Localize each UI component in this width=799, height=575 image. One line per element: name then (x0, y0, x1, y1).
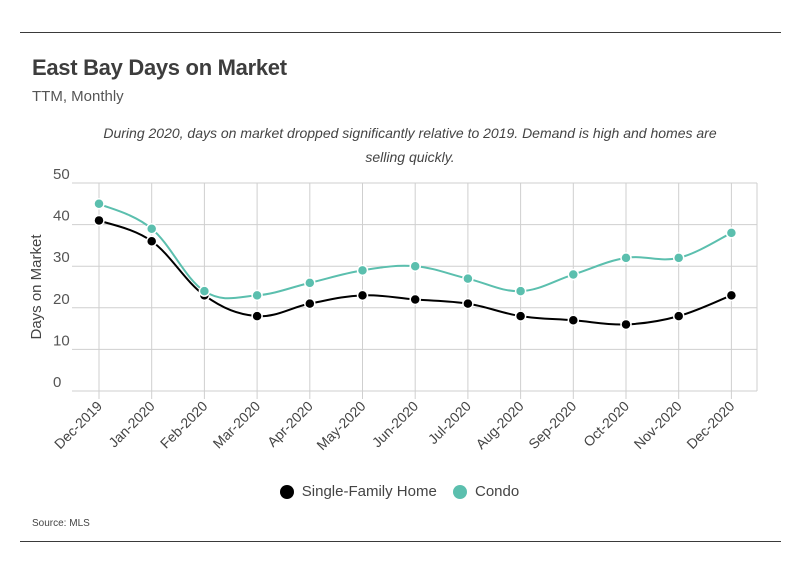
data-point (93, 214, 105, 227)
series-condo (93, 198, 738, 302)
chart-annotation: During 2020, days on market dropped sign… (103, 125, 717, 165)
data-point (672, 252, 685, 264)
data-point (620, 318, 632, 331)
data-point (251, 310, 263, 322)
data-point (251, 289, 263, 302)
x-tick-label: Sep-2020 (525, 398, 579, 452)
data-point (356, 264, 369, 277)
data-point (462, 272, 474, 285)
chart-title: East Bay Days on Market (32, 55, 287, 80)
y-tick-label: 20 (53, 291, 70, 308)
x-tick-label: Jul-2020 (425, 398, 474, 447)
legend-label: Single-Family Home (301, 483, 437, 500)
x-tick-label: Nov-2020 (631, 398, 685, 452)
y-axis-label: Days on Market (28, 234, 45, 340)
y-tick-label: 0 (53, 374, 61, 391)
legend-marker (279, 484, 294, 499)
data-point (198, 285, 211, 297)
x-tick-label: Jan-2020 (105, 398, 158, 451)
chart-subtitle: TTM, Monthly (32, 88, 124, 105)
data-point (620, 252, 632, 264)
x-tick-label: Feb-2020 (157, 398, 211, 452)
legend-label: Condo (475, 483, 520, 500)
y-tick-label: 40 (53, 208, 70, 225)
x-tick-label: Dec-2020 (683, 398, 737, 452)
x-tick-label: Jun-2020 (369, 398, 422, 451)
legend-item-single-family: Single-Family Home (279, 483, 437, 500)
legend-marker (453, 484, 467, 499)
x-tick-label: Aug-2020 (472, 398, 526, 452)
data-point (725, 289, 738, 302)
data-point (462, 297, 474, 310)
data-point (93, 198, 105, 210)
data-point (725, 227, 738, 239)
data-point (304, 297, 316, 310)
data-point (672, 310, 685, 322)
y-axis-ticks: 0 10 20 30 40 50 (53, 166, 70, 391)
data-point (145, 235, 158, 247)
legend: Single-Family Home Condo (0, 483, 799, 503)
x-tick-label: May-2020 (313, 398, 368, 453)
data-point (514, 310, 527, 322)
data-point (304, 277, 316, 289)
data-point (409, 260, 421, 272)
grid (72, 182, 758, 399)
y-tick-label: 30 (53, 249, 70, 266)
data-point (514, 285, 527, 297)
legend-item-condo: Condo (453, 483, 519, 500)
data-point (567, 268, 580, 281)
data-point (567, 314, 580, 327)
data-point (409, 293, 421, 306)
top-rule (20, 32, 781, 33)
bottom-rule (20, 541, 781, 542)
x-tick-label: Mar-2020 (210, 398, 264, 452)
series (93, 198, 738, 331)
y-tick-label: 10 (53, 332, 70, 349)
x-tick-label: Dec-2019 (51, 398, 105, 452)
source-note: Source: MLS (32, 518, 90, 529)
data-point (145, 223, 158, 235)
data-point (356, 289, 369, 302)
y-tick-label: 50 (53, 166, 70, 183)
x-tick-label: Apr-2020 (264, 398, 316, 450)
x-axis-ticks: Dec-2019 Jan-2020 Feb-2020 Mar-2020 Apr-2020… (51, 398, 738, 453)
x-tick-label: Oct-2020 (580, 398, 632, 450)
